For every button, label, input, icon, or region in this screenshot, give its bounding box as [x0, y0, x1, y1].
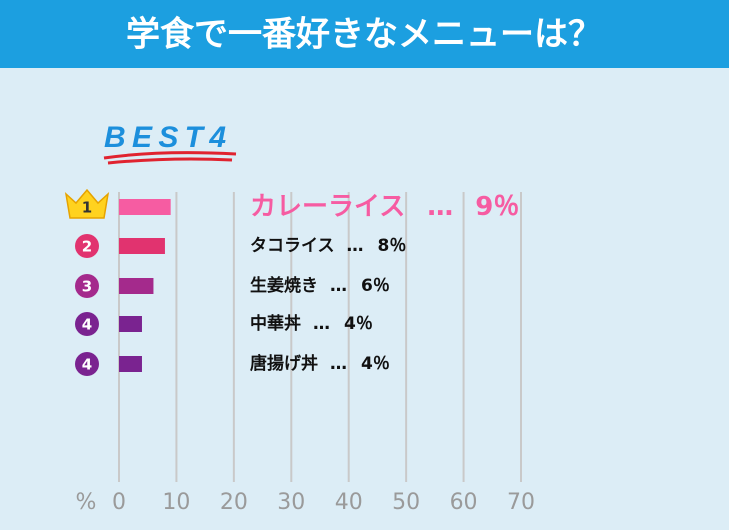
bar	[119, 238, 165, 254]
bar	[119, 316, 142, 332]
x-axis-label: %	[76, 490, 97, 515]
data-label: 生姜焼き … 6％	[250, 275, 390, 296]
rank: 1	[82, 199, 92, 217]
rank-circle	[75, 312, 99, 336]
category-name: カレーライス	[250, 192, 405, 222]
category-name: 中華丼	[250, 313, 301, 334]
rank: 2	[82, 238, 92, 256]
badge-underline	[103, 151, 237, 165]
category-name: 生姜焼き	[250, 275, 318, 296]
x-tick-label: 50	[392, 490, 420, 515]
separator: …	[347, 236, 364, 256]
header-band	[0, 0, 729, 68]
x-tick-label: 0	[112, 490, 126, 515]
separator: …	[313, 314, 330, 334]
crown	[64, 188, 110, 219]
x-tick-label: 30	[277, 490, 305, 515]
separator: …	[427, 192, 453, 222]
rank: 4	[82, 356, 92, 374]
bar	[119, 356, 142, 372]
data-label: 唐揚げ丼 … 4％	[250, 353, 390, 374]
rank-circle	[75, 352, 99, 376]
rank-circle	[75, 274, 99, 298]
data-label: カレーライス … 9％	[250, 192, 519, 222]
value-label: 4％	[344, 314, 373, 334]
value-label: 6％	[361, 276, 390, 296]
separator: …	[330, 354, 347, 374]
category-name: タコライス	[250, 236, 335, 256]
bar	[119, 199, 171, 215]
x-tick-label: 10	[162, 490, 190, 515]
value-label: 4％	[361, 354, 390, 374]
x-tick-label: 60	[450, 490, 478, 515]
bar	[119, 278, 154, 294]
rank: 4	[82, 316, 92, 334]
x-tick-label: 20	[220, 490, 248, 515]
rank: 3	[82, 278, 92, 296]
chart-title: 学食で一番好きなメニューは？	[126, 15, 602, 55]
data-label: タコライス … 8％	[250, 236, 406, 256]
x-tick-label: 40	[335, 490, 363, 515]
value-label: 8％	[378, 236, 407, 256]
data-label: 中華丼 … 4％	[250, 313, 373, 334]
separator: …	[330, 276, 347, 296]
category-name: 唐揚げ丼	[250, 353, 318, 374]
value-label: 9％	[475, 192, 519, 222]
x-tick-label: 70	[507, 490, 535, 515]
rank-circle	[75, 234, 99, 258]
